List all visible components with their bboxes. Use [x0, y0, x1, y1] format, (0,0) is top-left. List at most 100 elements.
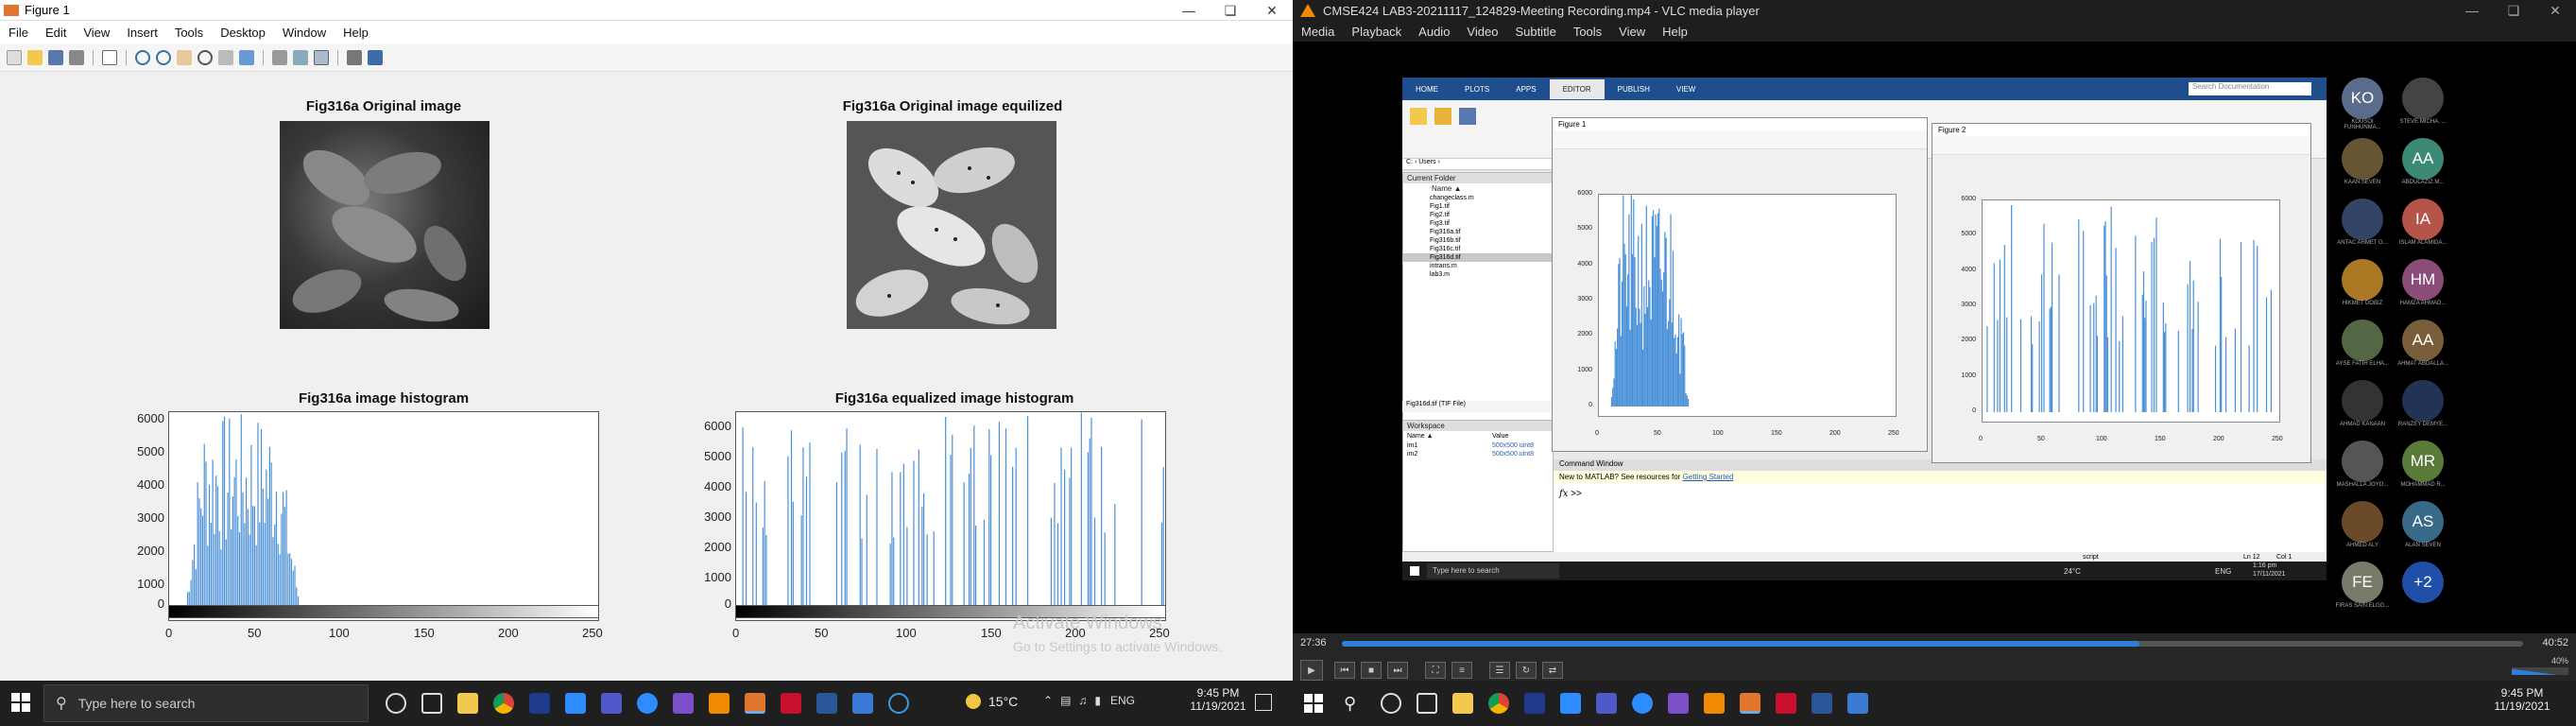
volume-icon[interactable]: ♫: [1078, 694, 1088, 707]
menu-window[interactable]: Window: [282, 25, 327, 40]
cortana-icon[interactable]: [1381, 693, 1402, 714]
zoom-icon[interactable]: [565, 693, 586, 714]
participant-tile[interactable]: ANTAC AHMET G...: [2332, 199, 2393, 246]
vlc-menu-media[interactable]: Media: [1301, 24, 1335, 39]
rotate-3d-icon[interactable]: [197, 49, 213, 65]
matlab-icon[interactable]: [745, 693, 765, 714]
show-plot-tools-icon[interactable]: [368, 49, 383, 65]
participant-tile[interactable]: HIKMET DOBIZ: [2332, 259, 2393, 306]
menu-edit[interactable]: Edit: [44, 25, 67, 40]
vlc-close-button[interactable]: ✕: [2550, 2, 2561, 18]
ribbon-tab-active[interactable]: EDITOR: [1549, 78, 1605, 99]
file-list-item[interactable]: Fig316a.tif: [1430, 229, 1461, 235]
weather-widget[interactable]: 15°C: [966, 694, 1018, 709]
seek-bar[interactable]: [1342, 641, 2523, 647]
vlc-menu-audio[interactable]: Audio: [1418, 24, 1451, 39]
file-explorer-icon[interactable]: [1452, 693, 1474, 714]
participant-tile[interactable]: AHMED ALY: [2332, 501, 2393, 548]
colorbar-icon[interactable]: [293, 49, 308, 65]
save-icon[interactable]: [48, 49, 63, 65]
chrome-icon[interactable]: [1488, 693, 1510, 714]
teams-icon[interactable]: [1596, 693, 1618, 714]
file-list-item[interactable]: Fig1.tif: [1430, 203, 1451, 210]
data-cursor-icon[interactable]: [218, 49, 233, 65]
word-icon[interactable]: [1812, 693, 1833, 714]
acrobat-icon[interactable]: [1776, 693, 1797, 714]
inner-search[interactable]: Type here to search: [1427, 563, 1559, 579]
brush-icon[interactable]: [239, 49, 254, 65]
vlc-menu-playback[interactable]: Playback: [1351, 24, 1402, 39]
participant-tile[interactable]: FE FIRAS SAIN ELGG...: [2332, 562, 2393, 609]
battery-icon[interactable]: ▮: [1094, 694, 1102, 707]
help-icon[interactable]: [888, 693, 909, 714]
fullscreen-button[interactable]: ⛶: [1425, 662, 1446, 679]
chevron-up-icon[interactable]: ⌃: [1043, 694, 1054, 707]
file-explorer-icon[interactable]: [457, 693, 478, 714]
task-view-icon[interactable]: [1417, 693, 1438, 714]
participant-tile[interactable]: KAAN SEVEN: [2332, 138, 2393, 185]
file-list-item[interactable]: Fig3.tif: [1430, 220, 1451, 227]
getting-started-link[interactable]: Getting Started: [1682, 473, 1734, 481]
volume-slider[interactable]: [2512, 667, 2568, 675]
file-list-item[interactable]: changeclass.m: [1430, 195, 1474, 201]
vlc-menu-help[interactable]: Help: [1662, 24, 1688, 39]
participant-tile[interactable]: AHMAD KANAAN: [2332, 380, 2393, 427]
new-icon[interactable]: [1410, 108, 1427, 125]
search-icon[interactable]: ⚲: [1344, 693, 1357, 713]
menu-tools[interactable]: Tools: [174, 25, 204, 40]
participant-tile[interactable]: AYSE FATIH ELHA...: [2332, 320, 2393, 367]
matlab-search-box[interactable]: Search Documentation: [2189, 82, 2311, 95]
language[interactable]: ENG: [1110, 694, 1136, 707]
chrome-icon[interactable]: [493, 693, 514, 714]
zoom-meeting-icon[interactable]: [637, 693, 658, 714]
pointer-icon[interactable]: [102, 49, 117, 65]
shuffle-button[interactable]: ⇄: [1542, 662, 1563, 679]
zoom-meeting-icon[interactable]: [1632, 693, 1654, 714]
legend-icon[interactable]: [314, 49, 329, 65]
cortana-icon[interactable]: [386, 693, 406, 714]
vlc-minimize-button[interactable]: —: [2465, 3, 2479, 18]
participant-tile[interactable]: STEVE MICHA. ...: [2393, 78, 2453, 125]
store-icon[interactable]: [529, 693, 550, 714]
participant-tile[interactable]: RANZEY DEMYE...: [2393, 380, 2453, 427]
open-folder-icon[interactable]: [27, 49, 43, 65]
new-figure-icon[interactable]: [7, 49, 22, 65]
extended-settings-button[interactable]: ≡: [1451, 662, 1472, 679]
file-list-item[interactable]: Fig316c.tif: [1430, 246, 1461, 252]
next-button[interactable]: ⏭: [1387, 662, 1408, 679]
ws-var-name[interactable]: im1: [1407, 442, 1418, 449]
clock-secondary[interactable]: 9:45 PM 11/19/2021: [2489, 686, 2555, 713]
clock[interactable]: 9:45 PM 11/19/2021: [1185, 686, 1251, 713]
loop-button[interactable]: ↻: [1516, 662, 1537, 679]
vlc-menu-tools[interactable]: Tools: [1572, 24, 1603, 39]
maximize-button[interactable]: ❏: [1224, 2, 1237, 18]
zoom-icon[interactable]: [1560, 693, 1582, 714]
play-button[interactable]: ▶: [1300, 660, 1323, 681]
teams-icon[interactable]: [601, 693, 622, 714]
ribbon-tab[interactable]: PLOTS: [1465, 84, 1490, 94]
matlab-icon[interactable]: [1740, 693, 1761, 714]
start-button[interactable]: [11, 693, 30, 712]
menu-insert[interactable]: Insert: [127, 25, 158, 40]
open-icon[interactable]: [1434, 108, 1451, 125]
photos-icon[interactable]: [1847, 693, 1869, 714]
file-list-item[interactable]: Fig2.tif: [1430, 212, 1451, 218]
participant-tile[interactable]: +2: [2393, 562, 2453, 603]
print-icon[interactable]: [69, 49, 84, 65]
hide-plot-tools-icon[interactable]: [347, 49, 362, 65]
vlc-menu-video[interactable]: Video: [1467, 24, 1499, 39]
participant-tile[interactable]: IA ISLAM ALAMIDA...: [2393, 199, 2453, 246]
file-list-item[interactable]: Fig316b.tif: [1430, 237, 1461, 244]
network-icon[interactable]: ▤: [1060, 694, 1072, 707]
path-bar[interactable]: C: › Users ›: [1402, 159, 1554, 170]
vlc-menu-subtitle[interactable]: Subtitle: [1515, 24, 1556, 39]
link-plot-icon[interactable]: [272, 49, 287, 65]
participant-tile[interactable]: KO KOUSOI FUNHUNMA...: [2332, 78, 2393, 130]
menu-help[interactable]: Help: [343, 25, 369, 40]
taskbar-search[interactable]: ⚲ Type here to search: [43, 684, 369, 722]
playlist-button[interactable]: ☰: [1489, 662, 1510, 679]
visual-studio-icon[interactable]: [673, 693, 694, 714]
menu-view[interactable]: View: [83, 25, 111, 40]
menu-file[interactable]: File: [9, 25, 28, 40]
participant-tile[interactable]: MASHALLA JOYO...: [2332, 441, 2393, 488]
